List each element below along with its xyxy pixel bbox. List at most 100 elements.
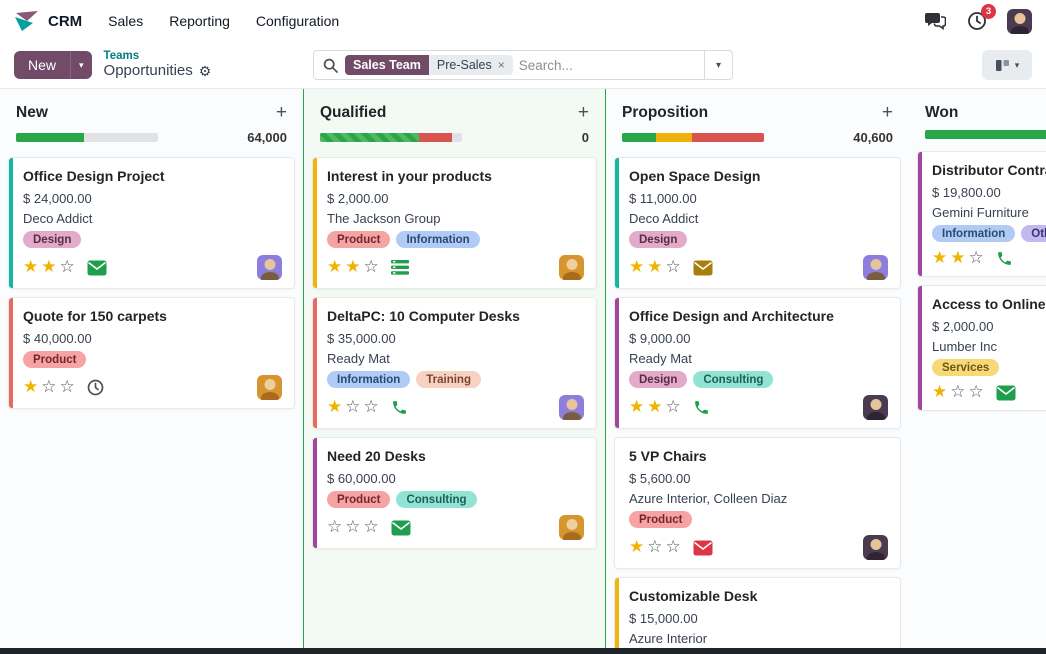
kanban-card[interactable]: Open Space Design $ 11,000.00 Deco Addic… (614, 157, 901, 289)
star-empty-icon[interactable]: ☆ (59, 377, 75, 396)
card-color-bar (615, 578, 619, 648)
star-filled-icon[interactable]: ★ (327, 397, 343, 416)
kanban-card[interactable]: Distributor Contract $ 19,800.00 Gemini … (917, 151, 1046, 277)
star-empty-icon[interactable]: ☆ (363, 517, 379, 536)
progress-segment[interactable] (320, 133, 420, 142)
star-filled-icon[interactable]: ★ (345, 257, 361, 276)
star-filled-icon[interactable]: ★ (629, 397, 645, 416)
star-empty-icon[interactable]: ☆ (41, 377, 57, 396)
activity-phone-icon[interactable] (391, 399, 408, 416)
activity-list-icon[interactable] (390, 260, 409, 275)
star-filled-icon[interactable]: ★ (23, 257, 39, 276)
star-empty-icon[interactable]: ☆ (327, 517, 343, 536)
activity-phone-icon[interactable] (996, 250, 1013, 267)
search-options-caret-icon[interactable]: ▾ (704, 51, 732, 79)
assignee-avatar[interactable] (559, 515, 584, 540)
add-record-plus-icon[interactable]: + (577, 102, 589, 123)
star-filled-icon[interactable]: ★ (41, 257, 57, 276)
star-empty-icon[interactable]: ☆ (968, 382, 984, 401)
new-button[interactable]: New (14, 51, 71, 79)
app-name[interactable]: CRM (48, 12, 83, 30)
menu-configuration[interactable]: Configuration (255, 13, 340, 29)
progress-segment[interactable] (419, 133, 453, 142)
menu-reporting[interactable]: Reporting (169, 13, 230, 29)
top-navbar: CRM Sales Reporting Configuration 3 (0, 0, 1046, 42)
remove-facet-icon[interactable]: × (497, 58, 505, 72)
activity-phone-icon[interactable] (693, 399, 710, 416)
column-progressbar[interactable] (16, 133, 158, 142)
assignee-avatar[interactable] (257, 375, 282, 400)
activity-envelope-icon[interactable] (87, 260, 107, 276)
kanban-card[interactable]: DeltaPC: 10 Computer Desks $ 35,000.00 R… (312, 297, 597, 429)
star-empty-icon[interactable]: ☆ (363, 257, 379, 276)
column-progressbar[interactable] (925, 130, 1046, 139)
kanban-card[interactable]: Need 20 Desks $ 60,000.00 Product Consult… (312, 437, 597, 549)
star-empty-icon[interactable]: ☆ (665, 257, 681, 276)
kanban-column-won: Won + Distributor Contract $ 19,800.00 G… (909, 89, 1046, 648)
view-switcher-button[interactable]: ▾ (982, 50, 1032, 80)
assignee-avatar[interactable] (863, 535, 888, 560)
activities-clock-icon[interactable]: 3 (965, 4, 996, 33)
card-tags: Product Consulting (327, 491, 584, 508)
new-button-dropdown-caret-icon[interactable]: ▾ (70, 51, 92, 79)
activity-envelope-icon[interactable] (693, 540, 713, 556)
star-empty-icon[interactable]: ☆ (665, 397, 681, 416)
menu-sales[interactable]: Sales (108, 13, 144, 29)
card-partner: Deco Addict (23, 211, 93, 226)
column-progressbar[interactable] (622, 133, 764, 142)
star-filled-icon[interactable]: ★ (950, 248, 966, 267)
activity-envelope-icon[interactable] (996, 385, 1016, 401)
kanban-card[interactable]: 5 VP Chairs $ 5,600.00 Azure Interior, C… (614, 437, 901, 569)
column-progressbar[interactable] (320, 133, 462, 142)
user-avatar[interactable] (1007, 8, 1032, 34)
messages-icon[interactable] (923, 9, 947, 33)
star-empty-icon[interactable]: ☆ (59, 257, 75, 276)
star-filled-icon[interactable]: ★ (647, 257, 663, 276)
column-cards: Distributor Contract $ 19,800.00 Gemini … (909, 149, 1046, 413)
kanban-column-proposition: Proposition + 40,600 Open Space Design $… (606, 89, 909, 648)
kanban-card[interactable]: Customizable Desk $ 15,000.00 Azure Inte… (614, 577, 901, 648)
star-empty-icon[interactable]: ☆ (950, 382, 966, 401)
activity-count-badge: 3 (981, 4, 996, 19)
activity-envelope-icon[interactable] (391, 520, 411, 536)
activity-clock-icon[interactable] (87, 379, 104, 396)
gear-icon[interactable]: ⚙ (198, 62, 212, 79)
card-partner: Deco Addict (629, 211, 699, 226)
star-filled-icon[interactable]: ★ (327, 257, 343, 276)
kanban-card[interactable]: Office Design and Architecture $ 9,000.0… (614, 297, 901, 429)
kanban-card[interactable]: Quote for 150 carpets $ 40,000.00 Produc… (8, 297, 295, 409)
search-input[interactable]: Search... (518, 57, 573, 73)
assignee-avatar[interactable] (559, 255, 584, 280)
star-empty-icon[interactable]: ☆ (647, 537, 663, 556)
progress-segment[interactable] (691, 133, 764, 142)
star-filled-icon[interactable]: ★ (647, 397, 663, 416)
kanban-card[interactable]: Office Design Project $ 24,000.00 Deco A… (8, 157, 295, 289)
star-empty-icon[interactable]: ☆ (345, 397, 361, 416)
star-empty-icon[interactable]: ☆ (345, 517, 361, 536)
assignee-avatar[interactable] (559, 395, 584, 420)
activity-envelope-icon[interactable] (693, 260, 713, 276)
breadcrumb-teams-link[interactable]: Teams (103, 50, 140, 63)
progress-segment[interactable] (622, 133, 657, 142)
star-empty-icon[interactable]: ☆ (968, 248, 984, 267)
assignee-avatar[interactable] (863, 255, 888, 280)
star-filled-icon[interactable]: ★ (629, 257, 645, 276)
kanban-card[interactable]: Access to Online Catalog $ 2,000.00 Lumb… (917, 285, 1046, 411)
star-empty-icon[interactable]: ☆ (363, 397, 379, 416)
card-amount: $ 2,000.00 (932, 319, 994, 334)
star-filled-icon[interactable]: ★ (932, 248, 948, 267)
assignee-avatar[interactable] (257, 255, 282, 280)
search-bar[interactable]: Sales Team Pre-Sales × Search... ▾ (313, 50, 733, 80)
add-record-plus-icon[interactable]: + (881, 102, 893, 123)
add-record-plus-icon[interactable]: + (275, 102, 287, 123)
star-empty-icon[interactable]: ☆ (665, 537, 681, 556)
star-filled-icon[interactable]: ★ (629, 537, 645, 556)
assignee-avatar[interactable] (863, 395, 888, 420)
kanban-card[interactable]: Interest in your products $ 2,000.00 The… (312, 157, 597, 289)
star-filled-icon[interactable]: ★ (23, 377, 39, 396)
star-filled-icon[interactable]: ★ (932, 382, 948, 401)
progress-segment[interactable] (925, 130, 1046, 139)
card-tags: Services (932, 359, 1046, 376)
progress-segment[interactable] (16, 133, 85, 142)
progress-segment[interactable] (656, 133, 692, 142)
